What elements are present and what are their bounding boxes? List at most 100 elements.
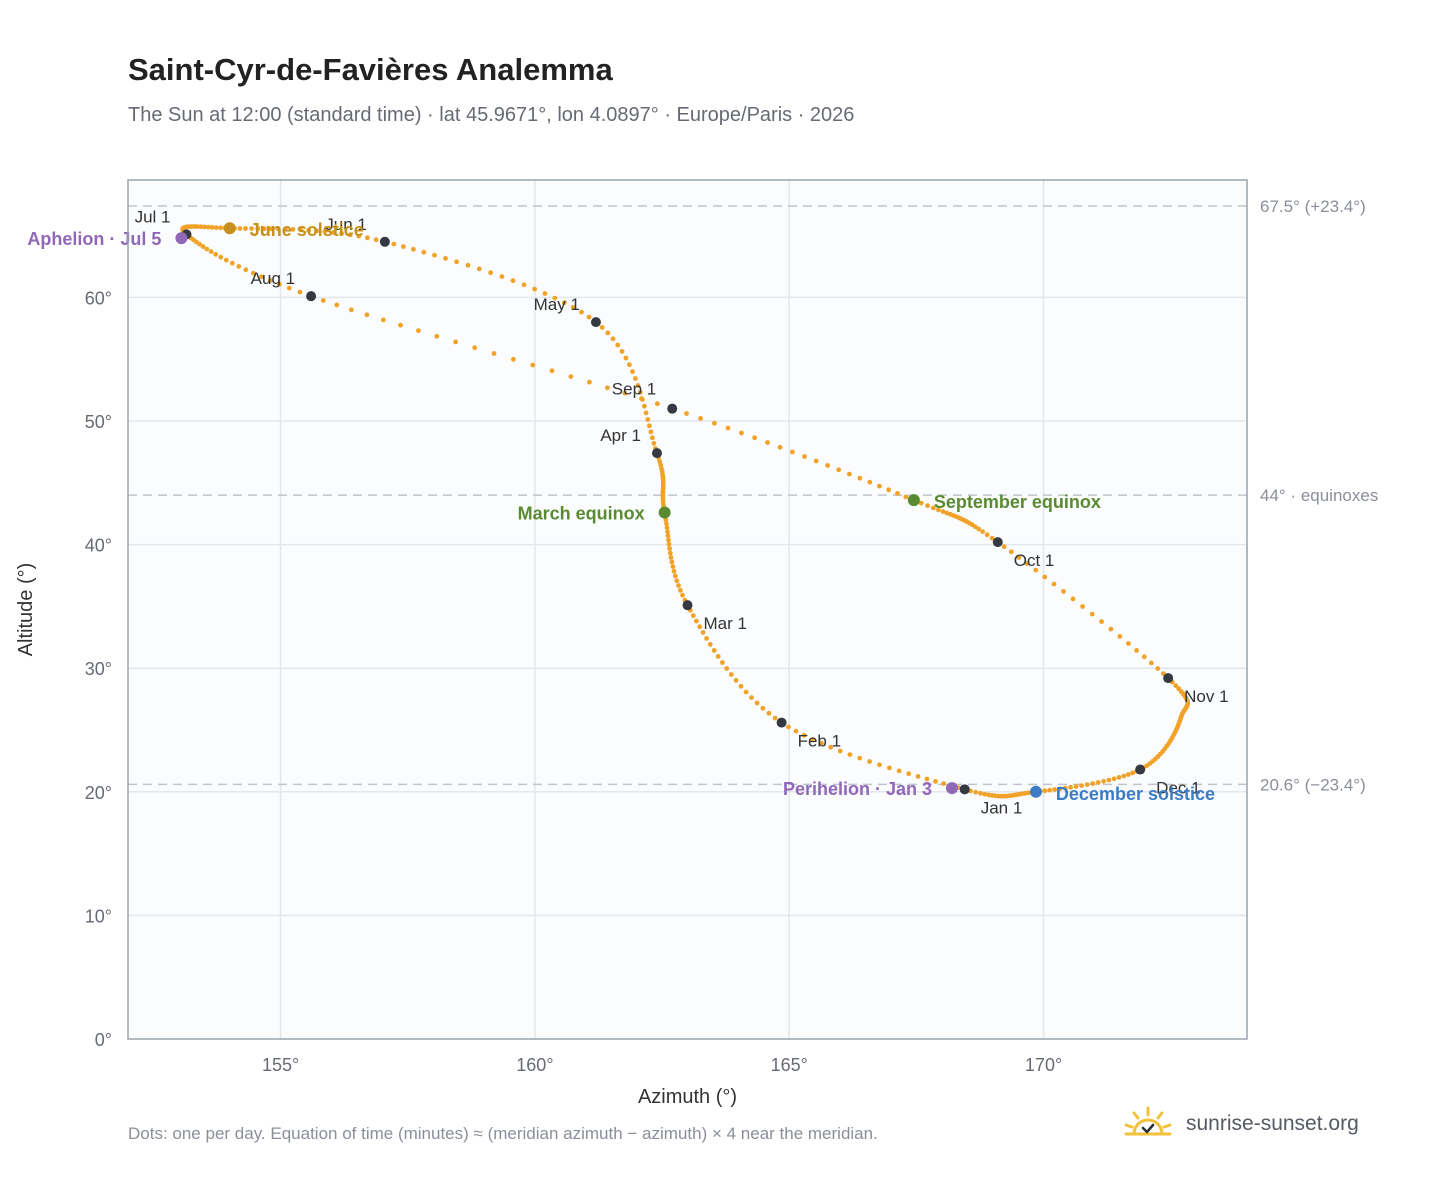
daily-dot — [249, 226, 254, 232]
daily-dot — [637, 390, 643, 395]
month-label: Apr 1 — [600, 426, 641, 445]
footnote: Dots: one per day. Equation of time (min… — [128, 1124, 878, 1143]
event-label: Aphelion · Jul 5 — [27, 229, 161, 249]
daily-dot — [347, 232, 353, 238]
event-marker — [223, 222, 236, 235]
daily-dot — [391, 241, 397, 247]
daily-dot — [568, 374, 574, 379]
daily-dot — [698, 416, 703, 421]
daily-dot — [1106, 777, 1112, 783]
daily-dot — [802, 454, 807, 459]
daily-dot — [627, 362, 632, 368]
daily-dot — [877, 762, 882, 768]
daily-dot — [619, 349, 625, 354]
daily-dot — [980, 529, 985, 534]
daily-dot — [416, 328, 421, 334]
month-label: May 1 — [534, 295, 580, 314]
daily-dot — [711, 648, 717, 653]
daily-dot — [1101, 778, 1106, 784]
daily-dot — [314, 228, 320, 234]
daily-dot — [658, 462, 664, 468]
daily-dot — [655, 401, 660, 407]
brand-name: sunrise-sunset.org — [1186, 1112, 1359, 1135]
daily-dot — [1111, 776, 1117, 782]
month-marker — [651, 448, 662, 459]
daily-dot — [1084, 782, 1090, 787]
daily-dot — [765, 440, 770, 445]
daily-dot — [715, 654, 721, 659]
daily-dot — [373, 237, 379, 243]
daily-dot — [725, 425, 731, 431]
daily-dot — [989, 793, 995, 798]
sun-logo-icon — [1124, 1106, 1172, 1136]
daily-dot — [635, 383, 641, 388]
daily-dot — [666, 541, 672, 547]
daily-dot — [1089, 611, 1095, 617]
daily-dot — [267, 278, 273, 283]
daily-dot — [454, 259, 459, 265]
daily-dot — [847, 752, 853, 757]
event-label: December solstice — [1056, 784, 1215, 804]
daily-dot — [924, 776, 930, 782]
month-marker — [1135, 764, 1146, 775]
y-axis-title: Altitude (°) — [15, 563, 37, 657]
daily-dot — [801, 732, 807, 738]
daily-dot — [857, 475, 863, 481]
daily-dot — [877, 483, 882, 489]
daily-dot — [205, 224, 211, 230]
daily-dot — [1042, 788, 1048, 794]
daily-dot — [760, 705, 766, 711]
daily-dot — [542, 291, 548, 296]
daily-dot — [1051, 581, 1057, 587]
month-label: Dec 1 — [1156, 779, 1200, 798]
daily-dot — [1155, 666, 1161, 671]
month-marker — [959, 784, 970, 795]
daily-dot — [886, 487, 891, 493]
y-axis-ticks: 0° 10° 20° 30° 40° 50° 60° — [85, 288, 112, 1050]
daily-dot — [275, 226, 281, 232]
y-tick-label: 20° — [85, 783, 112, 803]
daily-dot — [1090, 781, 1096, 786]
month-label: Mar 1 — [704, 614, 747, 633]
daily-dot — [896, 768, 902, 774]
daily-dot — [720, 660, 725, 665]
daily-dot — [434, 333, 440, 339]
daily-dot — [972, 524, 978, 530]
daily-dot — [739, 430, 744, 436]
daily-dot — [772, 715, 778, 721]
daily-dot — [1095, 780, 1101, 785]
plot-border — [127, 179, 1248, 1040]
daily-dot — [728, 672, 734, 677]
daily-dot — [218, 254, 224, 260]
daily-dot — [825, 463, 830, 468]
month-label: Aug 1 — [251, 269, 295, 288]
daily-dot — [1134, 648, 1139, 653]
event-markers: Aphelion · Jul 5 June solstice March equin… — [27, 220, 1215, 804]
daily-dot — [1080, 604, 1085, 609]
daily-dot — [532, 286, 537, 292]
daily-dot — [1061, 589, 1066, 594]
daily-dot — [1008, 549, 1014, 555]
daily-dot — [665, 533, 671, 539]
month-marker — [379, 236, 390, 247]
y-tick-label: 60° — [85, 288, 112, 308]
page-title: Saint-Cyr-de-Favières Analemma — [128, 52, 613, 87]
month-label: Jun 1 — [325, 215, 367, 234]
daily-dot — [657, 459, 663, 464]
month-markers: Jan 1 Feb 1 Mar 1 Apr 1 May 1 Jun 1 Jul 1 Aug 1… — [135, 207, 1229, 817]
daily-dot — [1079, 783, 1084, 788]
daily-dot — [867, 759, 872, 764]
daily-dot — [356, 233, 362, 239]
daily-dot — [790, 449, 795, 455]
daily-dot — [676, 583, 681, 588]
daily-dot — [813, 458, 819, 464]
daily-dot — [668, 555, 674, 560]
daily-dot — [976, 526, 982, 532]
daily-dot — [712, 420, 717, 426]
daily-dot — [678, 587, 683, 593]
daily-dot — [978, 790, 983, 796]
daily-dot — [1130, 770, 1135, 776]
brand-logo[interactable]: sunrise-sunset.org — [1122, 1104, 1359, 1144]
daily-dot — [648, 429, 654, 435]
daily-dot — [570, 305, 576, 310]
